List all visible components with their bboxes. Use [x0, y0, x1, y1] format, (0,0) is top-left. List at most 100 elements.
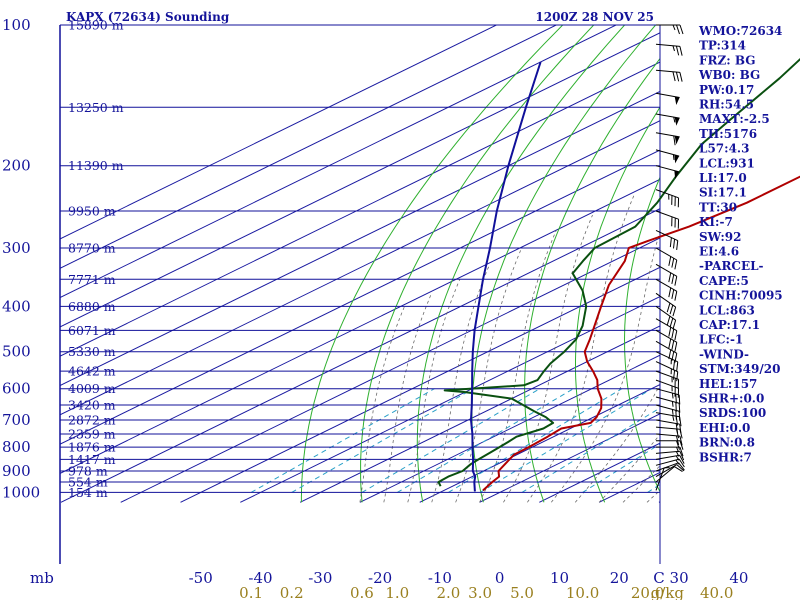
dry-adiabat — [623, 175, 660, 493]
pressure-label: 600 — [2, 380, 31, 398]
wind-barb — [655, 450, 685, 461]
sounding-index-line: L57:4.3 — [699, 142, 749, 156]
moist-adiabat — [431, 264, 491, 503]
sounding-traces — [437, 57, 800, 492]
wind-barb — [655, 210, 680, 229]
wind-barbs — [655, 24, 685, 491]
moist-adiabat — [550, 229, 660, 503]
isotherm-line — [60, 32, 660, 328]
dry-adiabat — [471, 25, 656, 503]
sounding-index-line: SRDS:100 — [699, 406, 766, 420]
mixing-ratio-line — [521, 407, 660, 493]
temperature-tick-label: -40 — [248, 569, 272, 587]
mixing-ratio-tick-label: 0.2 — [280, 584, 304, 600]
wind-barb — [655, 229, 679, 251]
wind-barb — [655, 404, 681, 421]
sounding-index-line: SW:92 — [699, 230, 741, 244]
mixing-ratio-tick-label: 0.6 — [350, 584, 374, 600]
sounding-index-line: STM:349/20 — [699, 362, 780, 376]
isotherm-line — [60, 61, 660, 357]
sounding-index-line: TP:314 — [699, 39, 746, 53]
pressure-label: 100 — [2, 16, 31, 34]
temperature-tick-label: -30 — [308, 569, 332, 587]
sounding-index-line: CAP:17.1 — [699, 318, 760, 332]
sounding-index-line: MAXT:-2.5 — [699, 112, 770, 126]
pressure-unit-label: mb — [30, 569, 54, 587]
height-label: 6071 m — [68, 323, 116, 338]
wind-barb — [655, 247, 678, 270]
height-label: 3420 m — [68, 398, 116, 413]
moist-adiabat — [383, 293, 432, 503]
wind-barb — [655, 132, 680, 146]
sounding-index-line: -WIND- — [699, 347, 749, 361]
wind-barb — [656, 446, 684, 457]
chart-title: KAPX (72634) Sounding — [66, 10, 230, 24]
height-label: 1876 m — [68, 440, 116, 455]
chart-time: 1200Z 28 NOV 25 — [535, 10, 654, 24]
moist-adiabat — [527, 193, 635, 503]
sounding-index-line: FRZ: BG — [699, 53, 755, 67]
pressure-label: 1000 — [2, 483, 40, 501]
height-label: 154 m — [68, 485, 108, 500]
height-label: 2359 m — [68, 427, 116, 442]
sounding-index-line: LCL:931 — [699, 156, 755, 170]
sounding-index-line: WMO:72634 — [698, 24, 782, 38]
height-label: 6880 m — [68, 299, 116, 314]
wind-barb — [655, 305, 677, 330]
background-grid — [59, 15, 800, 564]
isotherm-line — [779, 15, 800, 503]
mixing-ratio-line — [479, 388, 653, 493]
height-label: 15890 m — [68, 18, 124, 33]
isotherm-line — [60, 149, 660, 445]
dry-adiabat — [416, 25, 625, 503]
wind-barb — [655, 292, 677, 317]
wind-barb — [655, 388, 681, 405]
moist-adiabat — [574, 383, 660, 503]
isotherm-line — [120, 237, 660, 503]
isotherm-line — [299, 325, 660, 503]
sounding-index-line: -PARCEL- — [699, 259, 764, 273]
wind-barb — [655, 426, 683, 439]
isotherm-line — [60, 90, 660, 387]
sounding-index-line: EHI:0.0 — [699, 421, 750, 435]
wind-barb — [655, 113, 680, 126]
sounding-index-line: SI:17.1 — [699, 186, 747, 200]
wind-barb — [655, 165, 680, 180]
mixing-ratio-line — [448, 388, 623, 493]
isotherm-line — [60, 25, 558, 269]
mixing-ratio-line — [397, 388, 574, 493]
moist-adiabat — [503, 214, 593, 503]
isotherm-line — [479, 413, 660, 503]
wind-barb — [656, 440, 684, 450]
height-label: 9950 m — [68, 204, 116, 219]
wind-barb — [655, 458, 685, 468]
isotherm-line — [60, 120, 660, 416]
moist-adiabat — [407, 279, 461, 503]
isotherm-line — [180, 266, 660, 503]
mixing-ratio-tick-label: 5.0 — [510, 584, 534, 600]
sounding-index-line: BSHR:7 — [699, 450, 752, 464]
temperature-tick-label: -50 — [189, 569, 213, 587]
mixing-ratio-line — [291, 388, 474, 493]
pressure-label: 500 — [2, 343, 31, 361]
pressure-label: 900 — [2, 462, 31, 480]
wind-barb — [655, 149, 680, 164]
temperature-tick-label: 0 — [495, 569, 505, 587]
wind-barb — [655, 263, 678, 286]
sounding-index-line: LCL:863 — [699, 303, 755, 317]
mixing-ratio-tick-label: 40.0 — [700, 584, 733, 600]
mixing-ratio-line — [250, 388, 435, 493]
wind-barb — [655, 340, 678, 363]
isotherm-line — [240, 296, 660, 503]
sounding-index-line: KI:-7 — [699, 215, 733, 229]
wind-barb — [655, 433, 683, 446]
sounding-index-line: CINH:70095 — [699, 289, 783, 303]
moist-adiabat — [479, 230, 557, 503]
pressure-label: 700 — [2, 411, 31, 429]
temperature-unit-label: C — [653, 569, 664, 587]
mixing-ratio-unit-label: g/kg — [651, 584, 685, 600]
sounding-index-line: CAPE:5 — [699, 274, 749, 288]
height-label: 8770 m — [68, 241, 116, 256]
sounding-index-line: TH:5176 — [699, 127, 757, 141]
